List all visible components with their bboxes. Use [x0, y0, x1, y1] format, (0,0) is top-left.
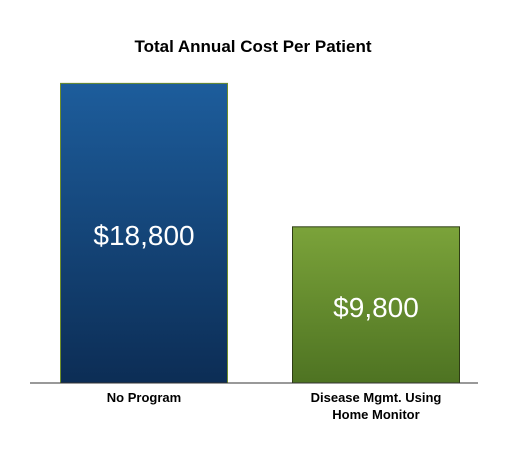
- category-label-1: Disease Mgmt. Using Home Monitor: [311, 390, 442, 422]
- category-labels-layer: No Program Disease Mgmt. Using Home Monito…: [107, 390, 442, 422]
- category-label-line: Disease Mgmt. Using: [311, 390, 442, 405]
- bar-0: [60, 82, 228, 384]
- category-label-0: No Program: [107, 390, 181, 405]
- category-label-line: No Program: [107, 390, 181, 405]
- bar-1: [292, 226, 460, 384]
- category-label-line: Home Monitor: [332, 407, 419, 422]
- chart-title: Total Annual Cost Per Patient: [134, 37, 371, 56]
- bar-value-label-0: $18,800: [93, 220, 194, 251]
- bar-value-label-1: $9,800: [333, 292, 419, 323]
- bars-layer: $18,800 $9,800: [60, 82, 460, 384]
